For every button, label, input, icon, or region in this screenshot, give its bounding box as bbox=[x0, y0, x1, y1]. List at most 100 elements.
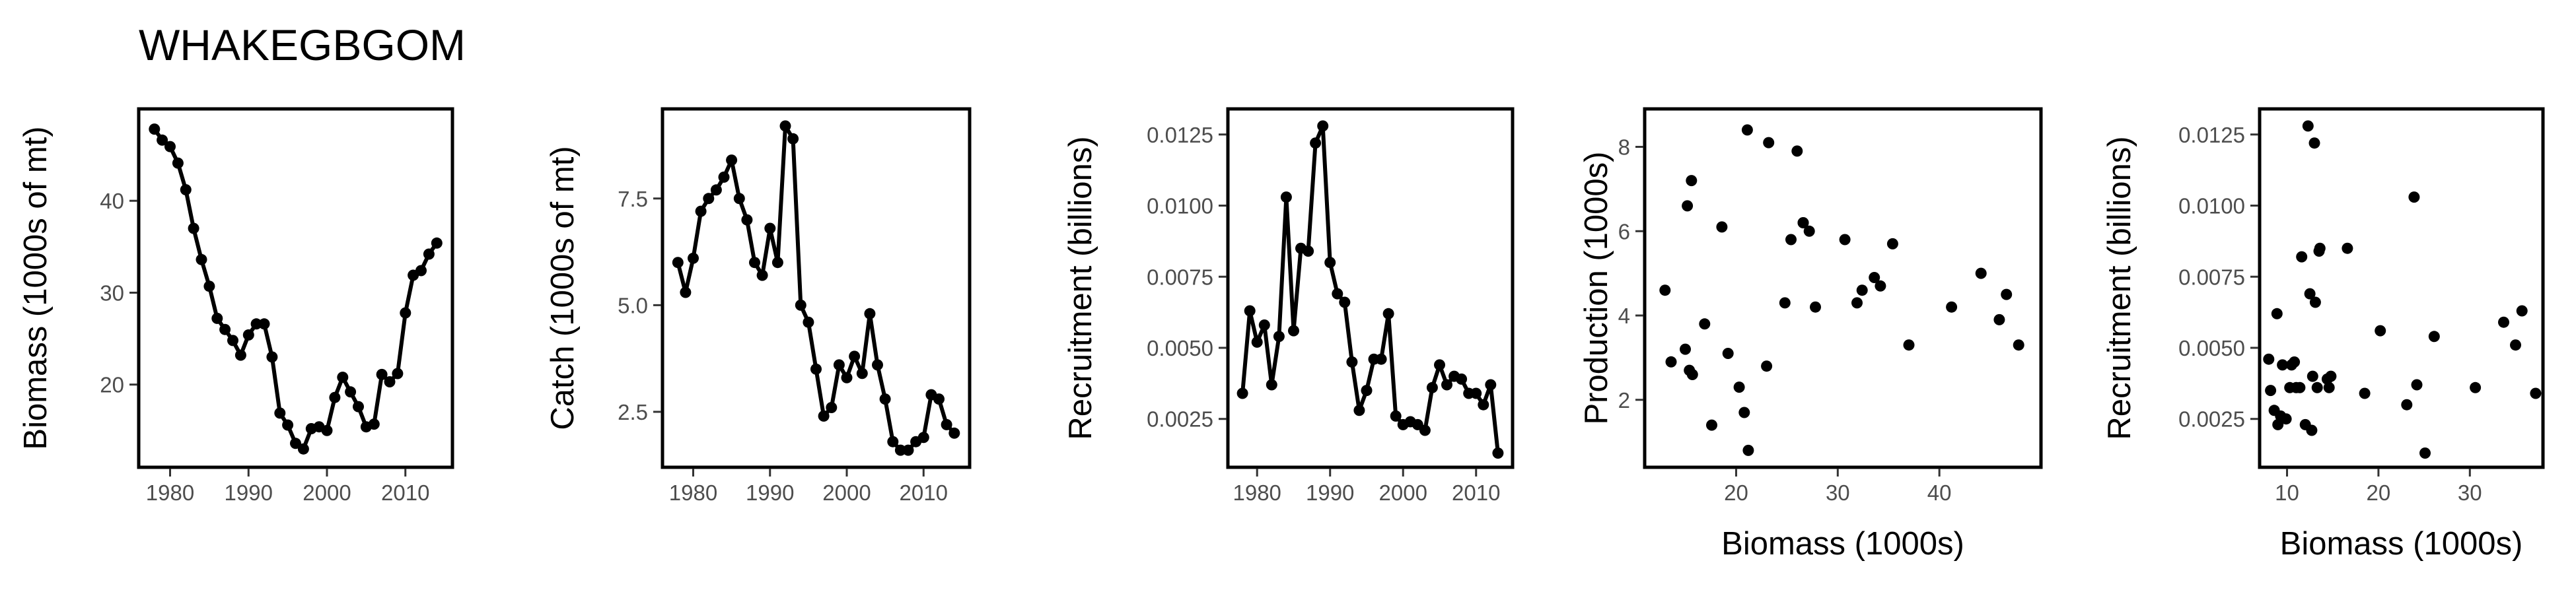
data-point bbox=[2265, 385, 2277, 397]
data-point bbox=[2375, 325, 2386, 337]
series-line bbox=[1240, 123, 1500, 453]
x-tick-label: 1980 bbox=[146, 480, 194, 505]
y-tick-label: 7.5 bbox=[618, 187, 648, 211]
data-point bbox=[211, 312, 223, 324]
data-point bbox=[180, 184, 192, 195]
x-axis-label: Biomass (1000s) bbox=[1721, 526, 1964, 562]
data-point bbox=[274, 407, 286, 419]
data-point bbox=[368, 418, 380, 430]
data-point bbox=[157, 134, 168, 146]
data-point bbox=[1742, 444, 1754, 456]
data-point bbox=[2304, 288, 2316, 300]
data-point bbox=[2401, 399, 2413, 411]
data-point bbox=[2470, 381, 2482, 393]
data-point bbox=[1244, 305, 1256, 317]
data-point bbox=[1456, 373, 1468, 385]
chart-panel-5: 10 20 30 0.0025 0.0050 0.0075 0.0100 0.0125 Recr… bbox=[2102, 107, 2545, 562]
data-point bbox=[1303, 246, 1314, 257]
data-point bbox=[1706, 419, 1717, 431]
y-tick-label: 0.0100 bbox=[1147, 194, 1213, 218]
data-point bbox=[849, 350, 861, 362]
plot-frame bbox=[137, 107, 454, 469]
data-point bbox=[1492, 447, 1504, 459]
data-point bbox=[297, 443, 309, 455]
x-tick-label: 30 bbox=[2458, 480, 2482, 505]
data-point bbox=[1680, 343, 1691, 355]
x-axis-label: Biomass (1000s) bbox=[2280, 526, 2523, 562]
data-point bbox=[810, 363, 822, 375]
y-tick-label: 0.0025 bbox=[1147, 407, 1213, 432]
data-point bbox=[2296, 251, 2308, 263]
y-tick-label: 0.0050 bbox=[2178, 336, 2245, 360]
data-point bbox=[1236, 387, 1248, 399]
data-point bbox=[1810, 301, 1821, 313]
data-point bbox=[1797, 217, 1809, 228]
data-point bbox=[219, 323, 231, 335]
data-point bbox=[726, 154, 738, 166]
data-point bbox=[2309, 296, 2321, 308]
data-point bbox=[2277, 359, 2289, 371]
plot-frame bbox=[1643, 107, 2043, 469]
data-point bbox=[321, 424, 333, 436]
data-point bbox=[1682, 200, 1694, 212]
data-point bbox=[203, 280, 215, 292]
data-point bbox=[242, 329, 254, 341]
x-tick-label: 40 bbox=[1927, 480, 1952, 505]
data-point bbox=[1251, 336, 1263, 348]
data-point bbox=[2272, 418, 2284, 430]
y-tick-label: 0.0125 bbox=[1147, 123, 1213, 147]
data-point bbox=[856, 368, 868, 380]
data-point bbox=[2342, 242, 2353, 254]
x-tick-label: 1980 bbox=[1233, 480, 1281, 505]
data-point bbox=[1324, 257, 1336, 269]
data-point bbox=[1779, 297, 1791, 309]
y-tick-label: 0.0075 bbox=[1147, 265, 1213, 289]
data-point bbox=[1353, 405, 1365, 416]
y-tick-label: 5.0 bbox=[618, 293, 648, 317]
data-point bbox=[149, 123, 161, 135]
plot-frame bbox=[2258, 107, 2545, 469]
x-tick-label: 2010 bbox=[381, 480, 429, 505]
data-point bbox=[337, 372, 349, 383]
data-point bbox=[290, 438, 301, 449]
data-point bbox=[803, 316, 814, 328]
data-point bbox=[266, 351, 278, 363]
data-point bbox=[749, 257, 760, 269]
data-point bbox=[1266, 379, 1277, 391]
data-point bbox=[1375, 353, 1387, 365]
data-point bbox=[2408, 191, 2420, 203]
data-point bbox=[1339, 296, 1351, 308]
data-point bbox=[423, 248, 435, 260]
data-point bbox=[1839, 234, 1851, 246]
data-point bbox=[1946, 301, 1958, 313]
data-point bbox=[1785, 234, 1797, 246]
data-point bbox=[2302, 120, 2314, 132]
data-point bbox=[818, 410, 830, 422]
data-point bbox=[902, 444, 914, 456]
data-point bbox=[1886, 238, 1898, 249]
data-point bbox=[1665, 356, 1677, 368]
y-tick-label: 6 bbox=[1618, 219, 1630, 244]
data-point bbox=[392, 368, 404, 380]
chart-panel-3: 1980 1990 2000 2010 0.0025 0.0050 0.0075 0.0100… bbox=[1063, 107, 1515, 505]
y-tick-label: 4 bbox=[1618, 304, 1630, 328]
data-point bbox=[376, 368, 388, 380]
data-point bbox=[741, 214, 753, 226]
data-point bbox=[1280, 191, 1292, 203]
data-point bbox=[1361, 385, 1373, 397]
data-point bbox=[2510, 339, 2521, 351]
data-point bbox=[188, 222, 199, 234]
data-point bbox=[718, 171, 730, 183]
data-point bbox=[872, 359, 883, 371]
data-point bbox=[1478, 399, 1489, 411]
data-point bbox=[1485, 379, 1497, 391]
y-tick-label: 0.0125 bbox=[2178, 123, 2245, 147]
data-point bbox=[1722, 348, 1734, 359]
x-tick-label: 30 bbox=[1826, 480, 1850, 505]
data-point bbox=[1741, 124, 1753, 136]
data-point bbox=[345, 386, 357, 398]
data-point bbox=[1288, 325, 1299, 337]
data-point bbox=[2307, 370, 2318, 382]
data-point bbox=[1470, 387, 1482, 399]
